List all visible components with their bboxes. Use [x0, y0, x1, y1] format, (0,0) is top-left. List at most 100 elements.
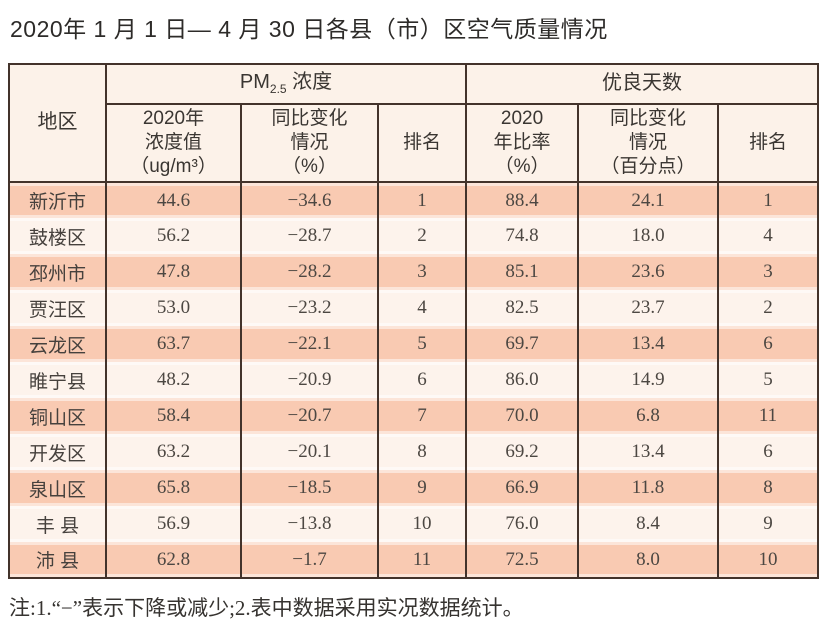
col-header-pm-rank: 排名 [376, 104, 468, 183]
pm-change-cell: −20.9 [240, 362, 379, 398]
good-change-cell: 23.6 [577, 254, 720, 290]
good-rate-cell: 85.1 [465, 254, 580, 290]
pm25-label-suffix: 浓度 [286, 71, 333, 94]
region-cell: 贾汪区 [8, 290, 107, 326]
pm-change-cell: −22.1 [240, 326, 379, 362]
region-cell: 丰 县 [8, 506, 107, 542]
table-row: 开发区 63.2 −20.1 8 69.2 13.4 6 [8, 434, 820, 470]
col-header-pm-change: 同比变化 情况 （%） [240, 104, 379, 183]
good-rate-cell: 66.9 [465, 470, 580, 506]
good-change-cell: 11.8 [577, 470, 720, 506]
region-cell: 沛 县 [8, 542, 107, 578]
pm-value-cell: 63.7 [105, 326, 242, 362]
pm25-label-subscript: 2.5 [269, 82, 287, 97]
good-rank-cell: 6 [717, 326, 820, 362]
region-cell: 开发区 [8, 434, 107, 470]
region-cell: 泉山区 [8, 470, 107, 506]
col-header-good-rank: 排名 [717, 104, 820, 183]
col-header-pm-value: 2020年 浓度值 （ug/m³） [105, 104, 242, 183]
region-cell: 邳州市 [8, 254, 107, 290]
pm-value-cell: 62.8 [105, 542, 242, 578]
region-cell: 云龙区 [8, 326, 107, 362]
good-rank-cell: 4 [717, 218, 820, 254]
pm-value-cell: 63.2 [105, 434, 242, 470]
table-row: 沛 县 62.8 −1.7 11 72.5 8.0 10 [8, 542, 820, 578]
pm-rank-cell: 5 [376, 326, 468, 362]
good-change-cell: 6.8 [577, 398, 720, 434]
good-rate-cell: 74.8 [465, 218, 580, 254]
pm-rank-cell: 8 [376, 434, 468, 470]
col-header-good-change: 同比变化 情况 （百分点） [577, 104, 720, 183]
air-quality-table: 地区 PM2.5 浓度 优良天数 2020年 浓度值 （ug/m³） 同比变化 … [8, 63, 820, 579]
pm-change-cell: −1.7 [240, 542, 379, 578]
pm-change-cell: −23.2 [240, 290, 379, 326]
pm-value-cell: 48.2 [105, 362, 242, 398]
good-rank-cell: 6 [717, 434, 820, 470]
pm-value-cell: 53.0 [105, 290, 242, 326]
good-change-cell: 8.0 [577, 542, 720, 578]
good-rank-cell: 8 [717, 470, 820, 506]
good-rank-cell: 2 [717, 290, 820, 326]
table-row: 丰 县 56.9 −13.8 10 76.0 8.4 9 [8, 506, 820, 542]
good-rate-cell: 72.5 [465, 542, 580, 578]
pm-rank-cell: 9 [376, 470, 468, 506]
table-row: 睢宁县 48.2 −20.9 6 86.0 14.9 5 [8, 362, 820, 398]
pm-change-cell: −18.5 [240, 470, 379, 506]
good-rank-cell: 10 [717, 542, 820, 578]
group-header-row: 地区 PM2.5 浓度 优良天数 [8, 64, 820, 183]
col-group-good-days: 优良天数 [465, 64, 820, 105]
table-row: 鼓楼区 56.2 −28.7 2 74.8 18.0 4 [8, 218, 820, 254]
good-rank-cell: 3 [717, 254, 820, 290]
pm-rank-cell: 10 [376, 506, 468, 542]
pm-value-cell: 58.4 [105, 398, 242, 434]
good-rate-cell: 86.0 [465, 362, 580, 398]
good-rate-cell: 82.5 [465, 290, 580, 326]
pm-change-cell: −28.2 [240, 254, 379, 290]
good-rank-cell: 11 [717, 398, 820, 434]
good-rate-cell: 76.0 [465, 506, 580, 542]
footnote: 注:1.“−”表示下降或减少;2.表中数据采用实况数据统计。 [9, 596, 524, 620]
pm-rank-cell: 7 [376, 398, 468, 434]
good-rate-cell: 88.4 [465, 182, 580, 218]
good-change-cell: 8.4 [577, 506, 720, 542]
pm-change-cell: −28.7 [240, 218, 379, 254]
good-change-cell: 14.9 [577, 362, 720, 398]
table-row: 泉山区 65.8 −18.5 9 66.9 11.8 8 [8, 470, 820, 506]
good-change-cell: 18.0 [577, 218, 720, 254]
good-rank-cell: 5 [717, 362, 820, 398]
col-group-pm25: PM2.5 浓度 [104, 64, 468, 105]
table-row: 云龙区 63.7 −22.1 5 69.7 13.4 6 [8, 326, 820, 362]
good-rate-cell: 70.0 [465, 398, 580, 434]
pm-value-cell: 47.8 [105, 254, 242, 290]
good-change-cell: 13.4 [577, 326, 720, 362]
pm-value-cell: 56.2 [105, 218, 242, 254]
sub-header-row: 2020年 浓度值 （ug/m³） 同比变化 情况 （%） 排名 2020 年比… [9, 104, 820, 183]
table-row: 邳州市 47.8 −28.2 3 85.1 23.6 3 [8, 254, 820, 290]
good-rate-cell: 69.7 [465, 326, 580, 362]
good-change-cell: 24.1 [577, 182, 720, 218]
page-title: 2020年 1 月 1 日— 4 月 30 日各县（市）区空气质量情况 [10, 16, 608, 42]
good-rank-cell: 1 [717, 182, 820, 218]
region-cell: 新沂市 [8, 182, 107, 218]
pm25-label-prefix: PM [239, 71, 270, 94]
pm-change-cell: −13.8 [240, 506, 379, 542]
region-cell: 睢宁县 [8, 362, 107, 398]
table-row: 铜山区 58.4 −20.7 7 70.0 6.8 11 [8, 398, 820, 434]
pm-rank-cell: 6 [376, 362, 468, 398]
table-row: 贾汪区 53.0 −23.2 4 82.5 23.7 2 [8, 290, 820, 326]
pm-value-cell: 44.6 [105, 182, 242, 218]
pm-change-cell: −34.6 [240, 182, 379, 218]
pm-value-cell: 56.9 [105, 506, 242, 542]
pm-rank-cell: 3 [376, 254, 468, 290]
pm-rank-cell: 4 [376, 290, 468, 326]
table-header: 地区 PM2.5 浓度 优良天数 2020年 浓度值 （ug/m³） 同比变化 … [8, 64, 820, 183]
pm-rank-cell: 2 [376, 218, 468, 254]
good-change-cell: 13.4 [577, 434, 720, 470]
col-header-good-rate: 2020 年比率 （%） [465, 104, 580, 183]
region-cell: 铜山区 [8, 398, 107, 434]
pm-change-cell: −20.7 [240, 398, 379, 434]
table-body: 新沂市 44.6 −34.6 1 88.4 24.1 1 鼓楼区 56.2 −2… [8, 182, 820, 578]
col-header-region: 地区 [8, 64, 107, 183]
good-rate-cell: 69.2 [465, 434, 580, 470]
